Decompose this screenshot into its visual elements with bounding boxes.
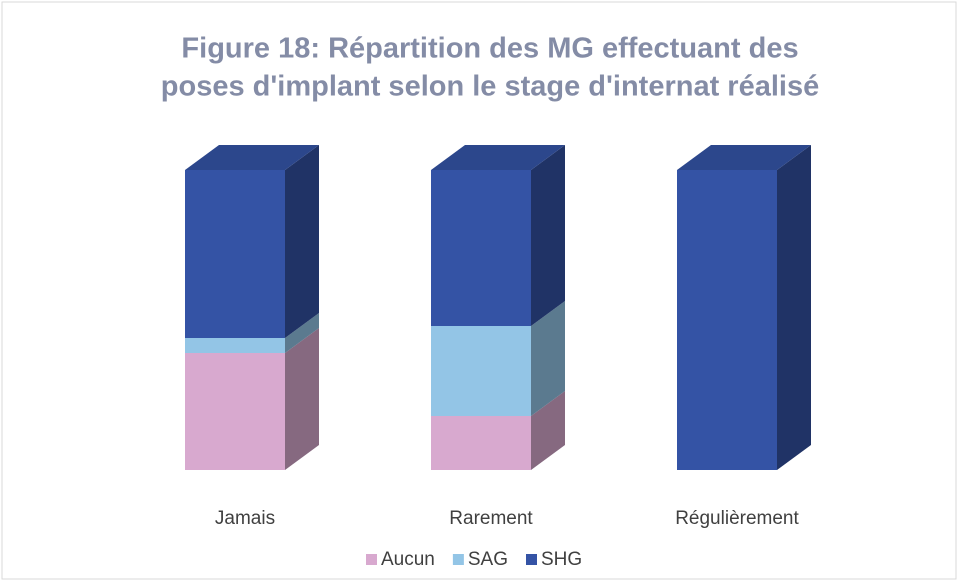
legend-swatch <box>452 554 464 565</box>
bar-side <box>531 145 565 326</box>
bar-side <box>531 391 565 470</box>
bar-segment <box>185 170 285 338</box>
bar-side <box>777 145 811 470</box>
bar-top <box>677 145 811 170</box>
bar-segment <box>431 416 531 470</box>
bar-top <box>431 145 565 170</box>
bar-side <box>531 301 565 416</box>
legend-label: Aucun <box>381 549 435 570</box>
bar-segment <box>185 353 285 470</box>
bar-side <box>285 328 319 470</box>
legend-swatch <box>366 554 377 565</box>
x-tick-label: Jamais <box>215 508 275 529</box>
legend-label: SHG <box>541 549 582 570</box>
chart-title: poses d'implant selon le stage d'interna… <box>161 71 819 103</box>
bar-top <box>185 145 319 170</box>
legend-swatch <box>526 554 537 565</box>
bar-segment <box>677 170 777 470</box>
bar-segment <box>185 338 285 353</box>
legend-label: SAG <box>468 549 508 570</box>
x-tick-label: Rarement <box>449 508 533 529</box>
bar-segment <box>431 170 531 326</box>
bar-segment <box>431 326 531 416</box>
bar-side <box>285 313 319 353</box>
bar-side <box>285 145 319 338</box>
chart-title: Figure 18: Répartition des MG effectuant… <box>181 33 798 65</box>
x-tick-label: Régulièrement <box>675 508 799 529</box>
